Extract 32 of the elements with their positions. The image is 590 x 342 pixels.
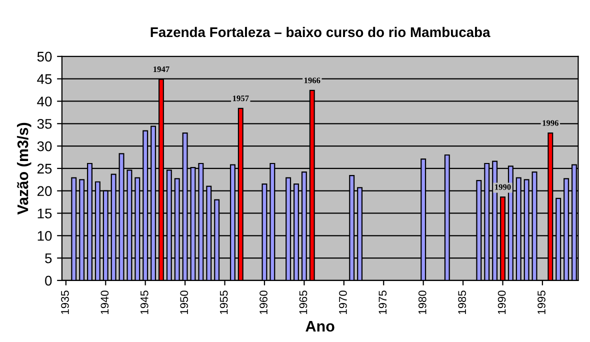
annotation: 1990	[495, 184, 511, 190]
x-tick-label: 1960	[260, 290, 268, 314]
x-tick-label: 1990	[498, 290, 506, 314]
annotation: 1966	[304, 78, 320, 84]
x-tick-label: 1995	[538, 290, 546, 314]
y-tick-label: 10	[38, 230, 52, 241]
y-tick-label: 0	[45, 276, 52, 286]
x-axis-title: Ano	[306, 320, 334, 332]
y-axis-title: Vazão (m3/s)	[16, 122, 32, 215]
x-tick-label: 1950	[180, 290, 188, 314]
y-tick-label: 40	[37, 96, 52, 106]
x-tick-label: 1955	[220, 290, 228, 314]
x-tick-label: 1935	[61, 290, 69, 314]
y-tick-label: 45	[37, 74, 52, 84]
y-tick-label: 50	[37, 52, 52, 62]
y-tick-label: 30	[37, 141, 52, 152]
annotation: 1996	[542, 120, 558, 126]
y-tick-label: 5	[45, 254, 52, 264]
annotation: 1957	[232, 96, 249, 102]
y-tick-label: 20	[37, 186, 52, 196]
x-tick-label: 1975	[378, 290, 387, 314]
y-tick-label: 35	[37, 118, 52, 129]
annotation: 1947	[154, 66, 170, 72]
x-tick-label: 1945	[140, 290, 148, 314]
x-tick-label: 1985	[458, 290, 466, 314]
x-tick-label: 1940	[100, 290, 109, 314]
x-tick-label: 1970	[339, 290, 347, 314]
x-tick-label: 1980	[418, 290, 426, 314]
chart-title: Fazenda Fortaleza – baixo curso do rio Mambucaba	[150, 26, 490, 38]
x-tick-label: 1965	[299, 290, 308, 314]
y-tick-label: 15	[38, 208, 52, 218]
y-tick-label: 25	[37, 164, 52, 174]
